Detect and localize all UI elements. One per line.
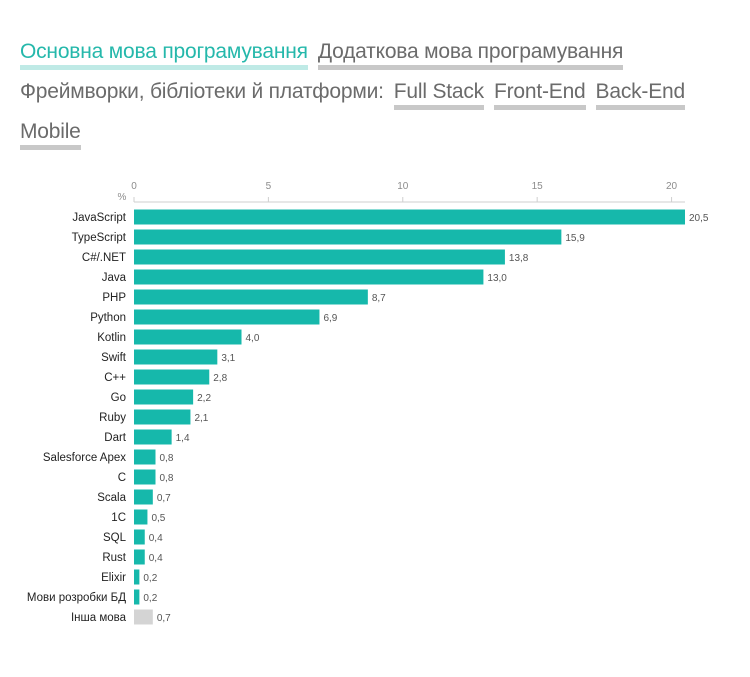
bar <box>134 269 484 285</box>
value-label: 0,4 <box>149 533 163 544</box>
bar <box>134 389 194 405</box>
tab-primary-language[interactable]: Основна мова програмування <box>20 40 308 70</box>
value-label: 2,2 <box>197 393 211 404</box>
category-label: C#/.NET <box>82 252 126 264</box>
category-label: SQL <box>103 532 127 544</box>
axis-unit-label: % <box>118 192 127 203</box>
value-label: 3,1 <box>221 353 235 364</box>
bar <box>134 349 218 365</box>
category-label: C++ <box>104 372 126 384</box>
category-label: Java <box>102 272 127 284</box>
bar <box>134 289 368 305</box>
category-label: Kotlin <box>97 332 126 344</box>
value-label: 13,8 <box>509 253 529 264</box>
bar <box>134 549 145 565</box>
category-label: Elixir <box>101 572 126 584</box>
category-label: Scala <box>97 492 126 504</box>
tab-back-end[interactable]: Back-End <box>595 80 685 110</box>
bar <box>134 609 153 625</box>
value-label: 0,2 <box>143 573 157 584</box>
bar <box>134 529 145 545</box>
category-label: TypeScript <box>72 232 127 244</box>
nav-row-frameworks: Фреймворки, бібліотеки й платформи: Full… <box>20 80 740 120</box>
nav-row-mobile: Mobile <box>20 120 740 160</box>
tab-front-end[interactable]: Front-End <box>493 80 586 110</box>
value-label: 13,0 <box>487 273 507 284</box>
category-label: Go <box>111 392 126 404</box>
tab-full-stack[interactable]: Full Stack <box>393 80 484 110</box>
bar <box>134 469 156 485</box>
value-label: 2,1 <box>194 413 208 424</box>
value-label: 0,2 <box>143 593 157 604</box>
bar <box>134 209 685 225</box>
category-label: Python <box>90 312 126 324</box>
value-label: 0,8 <box>160 453 174 464</box>
nav-row-languages: Основна мова програмування Додаткова мов… <box>20 40 740 80</box>
bar <box>134 429 172 445</box>
bar <box>134 449 156 465</box>
category-label: Swift <box>101 352 127 364</box>
bar <box>134 369 210 385</box>
value-label: 0,8 <box>160 473 174 484</box>
bar <box>134 249 505 265</box>
value-label: 6,9 <box>323 313 337 324</box>
language-nav: Основна мова програмування Додаткова мов… <box>20 40 740 160</box>
category-label: Dart <box>104 432 127 444</box>
value-label: 4,0 <box>246 333 260 344</box>
frameworks-label: Фреймворки, бібліотеки й платформи: <box>20 80 384 103</box>
category-label: JavaScript <box>72 212 126 224</box>
tab-mobile[interactable]: Mobile <box>20 120 81 150</box>
value-label: 20,5 <box>689 213 709 224</box>
value-label: 0,7 <box>157 613 171 624</box>
bar <box>134 309 320 325</box>
category-label: PHP <box>102 292 126 304</box>
value-label: 0,7 <box>157 493 171 504</box>
bar <box>134 489 153 505</box>
bar <box>134 509 148 525</box>
bar <box>134 589 140 605</box>
category-label: C <box>118 472 126 484</box>
x-tick-label: 15 <box>532 181 544 192</box>
value-label: 0,4 <box>149 553 163 564</box>
value-label: 2,8 <box>213 373 227 384</box>
bar <box>134 569 140 585</box>
category-label: 1C <box>111 512 126 524</box>
x-tick-label: 0 <box>131 181 137 192</box>
bar <box>134 229 562 245</box>
category-label: Ruby <box>99 412 126 424</box>
value-label: 8,7 <box>372 293 386 304</box>
category-label: Rust <box>102 552 126 564</box>
x-tick-label: 10 <box>397 181 409 192</box>
bar <box>134 329 242 345</box>
value-label: 15,9 <box>565 233 585 244</box>
category-label: Інша мова <box>71 612 127 624</box>
category-label: Salesforce Apex <box>43 452 126 464</box>
tab-secondary-language[interactable]: Додаткова мова програмування <box>317 40 623 70</box>
value-label: 1,4 <box>176 433 190 444</box>
category-label: Мови розробки БД <box>27 592 126 604</box>
x-tick-label: 5 <box>266 181 272 192</box>
bar <box>134 409 191 425</box>
value-label: 0,5 <box>151 513 165 524</box>
x-tick-label: 20 <box>666 181 678 192</box>
